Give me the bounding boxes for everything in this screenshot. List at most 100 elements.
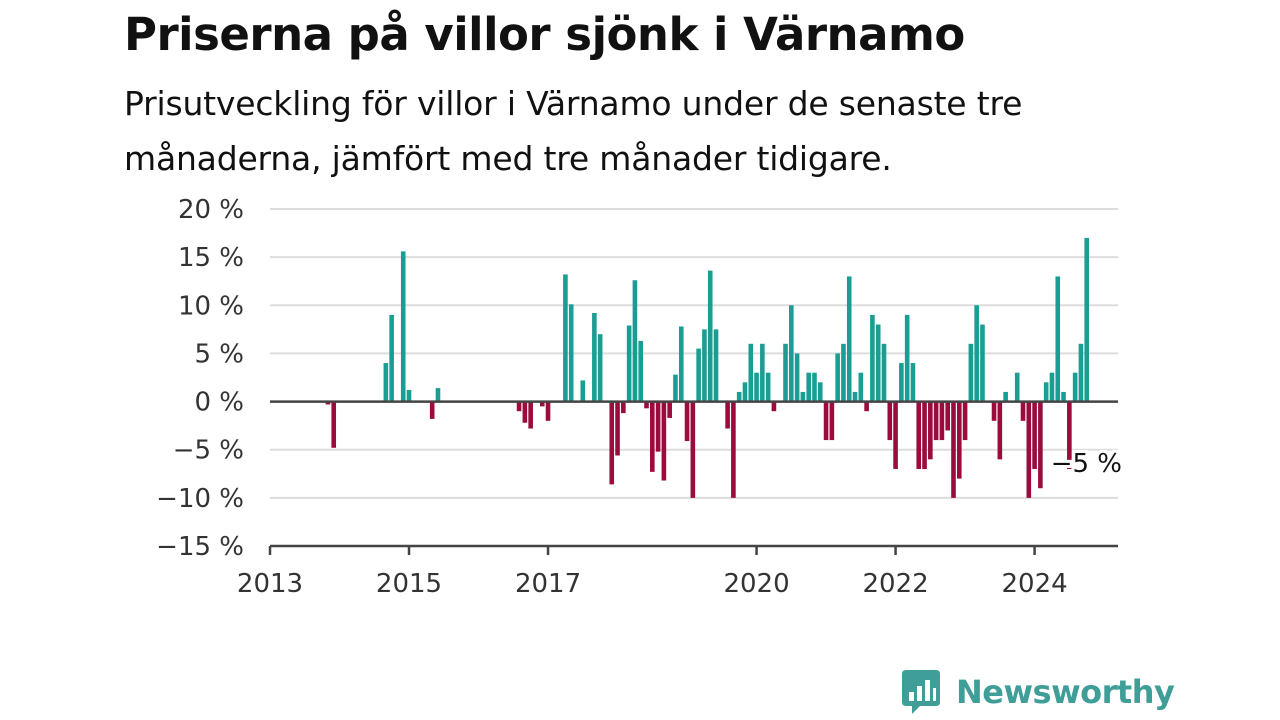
bar	[1072, 372, 1078, 402]
bar	[846, 276, 852, 402]
bar	[644, 401, 649, 409]
axes	[268, 400, 1118, 555]
bar	[933, 401, 939, 441]
brand[interactable]: Newsworthy	[900, 670, 1175, 714]
bar	[539, 401, 545, 407]
bar	[673, 374, 678, 402]
bar	[389, 314, 394, 402]
bar	[858, 372, 864, 402]
bar	[632, 280, 638, 402]
bar	[760, 343, 765, 402]
bar	[997, 401, 1003, 460]
bar	[817, 382, 823, 402]
bar	[406, 390, 412, 402]
bar	[980, 324, 985, 402]
bar	[951, 401, 956, 498]
bar	[435, 388, 441, 402]
bar	[794, 353, 800, 402]
bar	[806, 372, 811, 402]
bar	[736, 391, 742, 402]
bar	[875, 324, 881, 402]
bar	[696, 348, 701, 402]
x-tick-label: 2015	[376, 569, 442, 599]
bar	[609, 401, 615, 485]
bar	[592, 312, 597, 402]
bar	[899, 363, 904, 402]
bar	[974, 305, 979, 402]
bar	[881, 343, 887, 402]
x-tick-label: 2017	[515, 569, 581, 599]
bar	[968, 343, 974, 402]
chart-title: Priserna på villor sjönk i Värnamo	[124, 8, 965, 61]
bar	[597, 334, 603, 402]
bar	[829, 401, 835, 441]
bar	[713, 329, 719, 402]
bar	[725, 401, 730, 429]
bar	[331, 401, 337, 448]
bar	[754, 372, 759, 402]
bar	[864, 401, 869, 412]
bar	[400, 251, 406, 402]
bar	[545, 401, 551, 421]
bar	[1026, 401, 1032, 498]
bar	[812, 372, 817, 402]
bars	[325, 237, 1090, 498]
bar	[922, 401, 927, 469]
brand-name: Newsworthy	[956, 673, 1175, 711]
bar	[638, 340, 644, 402]
bar	[1043, 382, 1049, 402]
bar	[1038, 401, 1043, 489]
x-tick-label: 2024	[1002, 569, 1068, 599]
bar-chart: 20 %15 %10 %5 %0 %−5 %−10 %−15 % 2013 201…	[156, 195, 1123, 599]
bar	[945, 401, 950, 431]
bar	[916, 401, 922, 469]
bar	[702, 329, 707, 402]
bar	[1084, 237, 1090, 402]
bar	[731, 401, 736, 498]
bar	[771, 401, 777, 412]
bar	[823, 401, 829, 441]
bar	[893, 401, 898, 469]
newsworthy-logo-icon	[902, 670, 940, 714]
bar	[910, 363, 916, 402]
bar	[1003, 391, 1008, 402]
bar	[325, 401, 331, 405]
bar	[783, 343, 788, 402]
bar	[678, 326, 684, 402]
bar	[742, 382, 748, 402]
y-tick-label: −5 %	[173, 436, 244, 466]
bar	[1067, 401, 1072, 469]
y-tick-label: −15 %	[156, 532, 244, 562]
bar	[563, 274, 568, 402]
y-tick-label: 15 %	[178, 243, 244, 273]
bar	[748, 343, 754, 402]
bar	[707, 270, 713, 402]
x-tick-label: 2013	[237, 569, 303, 599]
bar	[1014, 372, 1020, 402]
bar	[626, 325, 632, 402]
bar	[667, 401, 672, 418]
bar	[928, 401, 933, 460]
y-tick-label: 10 %	[178, 291, 244, 321]
bar	[516, 401, 522, 412]
bar	[1020, 401, 1026, 421]
bar	[661, 401, 667, 481]
bar	[528, 401, 533, 429]
last-value-label: −5 %	[1051, 449, 1122, 479]
bar	[1032, 401, 1037, 469]
bar	[870, 314, 875, 402]
bar	[568, 304, 574, 402]
x-axis-labels: 2013 2015 2017 2020 2022 2024	[237, 569, 1068, 599]
bar	[765, 372, 771, 402]
x-tick-label: 2020	[723, 569, 789, 599]
bar	[383, 363, 389, 402]
bar	[904, 314, 910, 402]
bar	[1055, 276, 1061, 402]
bar	[835, 353, 840, 402]
bar	[429, 401, 435, 419]
y-tick-label: 5 %	[194, 339, 244, 369]
bar	[800, 391, 806, 402]
bar	[690, 401, 696, 498]
bar	[1049, 372, 1055, 402]
y-tick-label: 20 %	[178, 195, 244, 225]
